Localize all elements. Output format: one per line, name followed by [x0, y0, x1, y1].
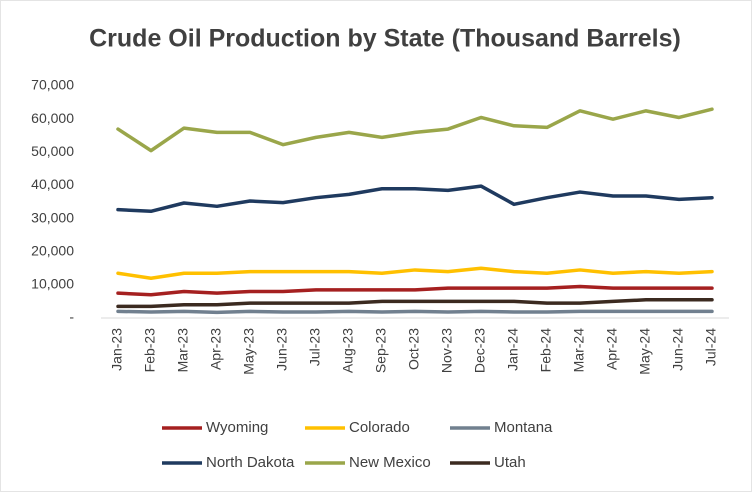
legend-label: Wyoming: [206, 419, 268, 436]
y-tick-label: 50,000: [31, 143, 74, 159]
x-tick-label: Mar-23: [175, 328, 191, 373]
series-line: [116, 284, 714, 297]
legend-label: Montana: [494, 419, 553, 436]
legend-label: New Mexico: [349, 454, 431, 471]
y-tick-label: 60,000: [31, 110, 74, 126]
series-line: [116, 266, 714, 280]
y-tick-label: 30,000: [31, 209, 74, 225]
legend-label: North Dakota: [206, 454, 295, 471]
legend-label: Colorado: [349, 419, 410, 436]
x-tick-label: Jun-23: [274, 328, 290, 371]
x-tick-label: Feb-24: [538, 328, 554, 373]
x-tick-label: Jan-24: [505, 328, 521, 371]
series-line: [116, 184, 714, 214]
x-tick-label: Jul-24: [703, 328, 719, 366]
series-line: [116, 298, 714, 309]
legend-label: Utah: [494, 454, 526, 471]
x-tick-label: Jun-24: [670, 328, 686, 371]
x-tick-label: Aug-23: [340, 328, 356, 373]
x-tick-label: Apr-23: [208, 328, 224, 370]
x-tick-label: Mar-24: [571, 328, 587, 373]
series-line: [116, 309, 714, 315]
y-tick-label: 20,000: [31, 242, 74, 258]
series-line: [116, 107, 714, 153]
y-tick-label: 40,000: [31, 176, 74, 192]
chart-title: Crude Oil Production by State (Thousand …: [89, 25, 681, 53]
y-tick-label: 70,000: [31, 77, 74, 93]
x-tick-label: Nov-23: [439, 328, 455, 373]
x-tick-label: Sep-23: [373, 328, 389, 373]
y-tick-label: -: [69, 309, 74, 325]
x-tick-label: Jan-23: [109, 328, 125, 371]
x-tick-label: Oct-23: [406, 328, 422, 370]
x-tick-label: May-23: [241, 328, 257, 375]
x-tick-label: Apr-24: [604, 328, 620, 370]
x-tick-label: May-24: [637, 328, 653, 375]
x-tick-label: Feb-23: [142, 328, 158, 373]
x-tick-label: Jul-23: [307, 328, 323, 366]
y-tick-label: 10,000: [31, 276, 74, 292]
x-tick-label: Dec-23: [472, 328, 488, 373]
